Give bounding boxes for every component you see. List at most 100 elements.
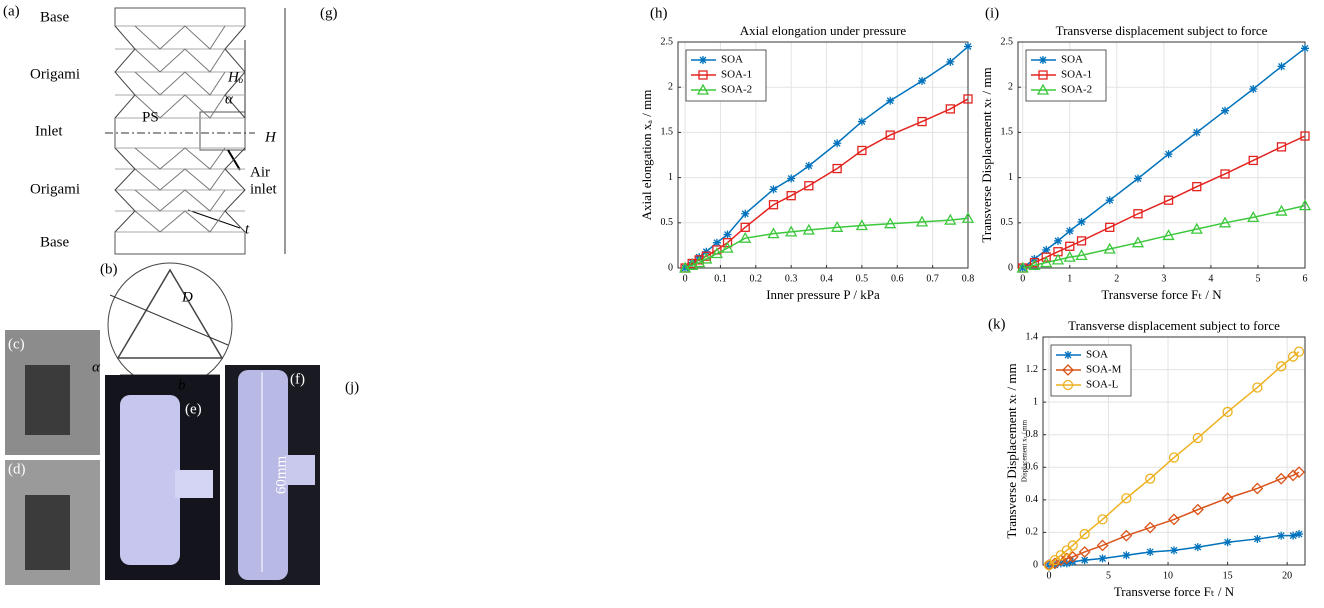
marker bbox=[1249, 85, 1257, 93]
x-tick-label: 20 bbox=[1282, 570, 1292, 581]
marker bbox=[1134, 175, 1142, 183]
x-tick-label: 2 bbox=[1114, 273, 1119, 284]
symbol: α bbox=[225, 91, 234, 107]
fold-zigzag bbox=[135, 26, 225, 49]
x-tick-label: 0.2 bbox=[750, 273, 763, 284]
y-tick-label: 0.2 bbox=[1026, 527, 1039, 538]
decorations bbox=[5, 8, 320, 585]
x-tick-label: 15 bbox=[1223, 570, 1233, 581]
part-label: Inlet bbox=[35, 123, 63, 139]
symbol: inlet bbox=[250, 181, 277, 197]
fold-zigzag bbox=[135, 72, 225, 95]
chart-title: Transverse displacement subject to force bbox=[1056, 23, 1268, 38]
marker bbox=[886, 97, 894, 105]
y-tick-label: 0 bbox=[668, 262, 673, 273]
legend-label: SOA-L bbox=[1086, 379, 1119, 391]
panel-label: (k) bbox=[988, 316, 1006, 332]
x-tick-label: 0.7 bbox=[926, 273, 939, 284]
y-axis-label: Transverse Displacement xₜ / mm bbox=[1004, 363, 1019, 538]
x-tick-label: 1 bbox=[1067, 273, 1072, 284]
base-bottom bbox=[115, 232, 245, 254]
fold-zigzag bbox=[135, 148, 225, 169]
marker bbox=[1146, 548, 1154, 556]
panel-label: (h) bbox=[650, 5, 668, 21]
y-tick-label: 1 bbox=[668, 172, 673, 183]
marker bbox=[1054, 237, 1062, 245]
panel-label: (a) bbox=[3, 3, 20, 19]
y-tick-label: 2 bbox=[1008, 81, 1013, 92]
y-tick-label: 2.5 bbox=[661, 36, 674, 47]
y-tick-label: 0.5 bbox=[661, 217, 674, 228]
marker bbox=[1078, 218, 1086, 226]
symbol: Hₒ bbox=[227, 69, 243, 85]
y-tick-label: 1.4 bbox=[1026, 331, 1039, 342]
x-axis-label: Transverse force Fₜ / N bbox=[1101, 287, 1222, 302]
x-tick-label: 0 bbox=[1020, 273, 1025, 284]
x-tick-label: 0.3 bbox=[785, 273, 798, 284]
fold-zigzag bbox=[135, 49, 225, 72]
photo-d-cavity bbox=[25, 495, 70, 570]
d-dim bbox=[110, 295, 228, 345]
section-circle bbox=[108, 263, 232, 387]
marker bbox=[1289, 532, 1297, 540]
y-tick-label: 0.5 bbox=[1001, 217, 1014, 228]
marker bbox=[1277, 532, 1285, 540]
photo-e-body bbox=[120, 395, 180, 565]
chart: 00.10.20.30.40.50.60.70.800.511.522.5Axi… bbox=[639, 23, 974, 302]
symbol: D bbox=[181, 289, 193, 305]
legend-label: SOA-1 bbox=[1061, 69, 1092, 81]
marker bbox=[1064, 351, 1072, 359]
panel-label: (e) bbox=[185, 401, 202, 417]
symbol: Air bbox=[250, 164, 270, 180]
symbol: H bbox=[264, 129, 277, 145]
photo-f-inlet bbox=[285, 455, 315, 485]
x-tick-label: 5 bbox=[1255, 273, 1260, 284]
chart: 0510152000.20.40.60.811.21.4Transverse d… bbox=[1004, 318, 1305, 599]
legend-label: SOA bbox=[1086, 349, 1108, 361]
chart: 012345600.511.522.5Transverse displaceme… bbox=[979, 23, 1310, 302]
marker bbox=[1106, 196, 1114, 204]
legend-label: SOA bbox=[721, 54, 743, 66]
chart-title: Axial elongation under pressure bbox=[740, 23, 907, 38]
x-tick-label: 6 bbox=[1303, 273, 1308, 284]
fold-zigzag bbox=[135, 211, 225, 232]
x-tick-label: 0.1 bbox=[714, 273, 727, 284]
marker bbox=[1193, 128, 1201, 136]
y-axis-label: Transverse Displacement xₜ / mm bbox=[979, 67, 994, 242]
fold-zigzag bbox=[135, 190, 225, 211]
marker bbox=[1295, 530, 1303, 538]
part-label: Origami bbox=[30, 66, 80, 82]
x-tick-label: 4 bbox=[1208, 273, 1213, 284]
legend-label: SOA-2 bbox=[721, 84, 752, 96]
y-tick-label: 2.5 bbox=[1001, 36, 1014, 47]
y-tick-label: 0 bbox=[1008, 262, 1013, 273]
legend-label: SOA-M bbox=[1086, 364, 1122, 376]
y-axis-label: Axial elongation xₐ / mm bbox=[639, 90, 654, 221]
symbol: b bbox=[178, 377, 186, 393]
marker bbox=[741, 210, 749, 218]
dimension-label: 60mm bbox=[273, 456, 289, 495]
x-tick-label: 5 bbox=[1106, 570, 1111, 581]
section-triangle bbox=[118, 270, 222, 358]
legend-label: SOA-1 bbox=[721, 69, 752, 81]
x-tick-label: 0 bbox=[1046, 570, 1051, 581]
marker bbox=[1039, 56, 1047, 64]
y-tick-label: 1.5 bbox=[661, 127, 674, 138]
marker bbox=[858, 118, 866, 126]
fold-zigzag bbox=[135, 169, 225, 190]
x-tick-label: 0.6 bbox=[891, 273, 904, 284]
base-top bbox=[115, 8, 245, 26]
y-tick-label: 1 bbox=[1008, 172, 1013, 183]
panel-label: (d) bbox=[8, 461, 26, 477]
x-tick-label: 0.4 bbox=[820, 273, 833, 284]
marker bbox=[805, 162, 813, 170]
symbol: t bbox=[245, 221, 250, 237]
y-axis-note: Displacement xₜ / mm bbox=[1021, 419, 1029, 482]
legend-label: SOA bbox=[1061, 54, 1083, 66]
symbol: α bbox=[92, 359, 101, 375]
chart-title: Transverse displacement subject to force bbox=[1068, 318, 1280, 333]
x-tick-label: 0 bbox=[683, 273, 688, 284]
marker bbox=[1122, 551, 1130, 559]
y-tick-label: 0 bbox=[1033, 559, 1038, 570]
marker bbox=[1165, 150, 1173, 158]
